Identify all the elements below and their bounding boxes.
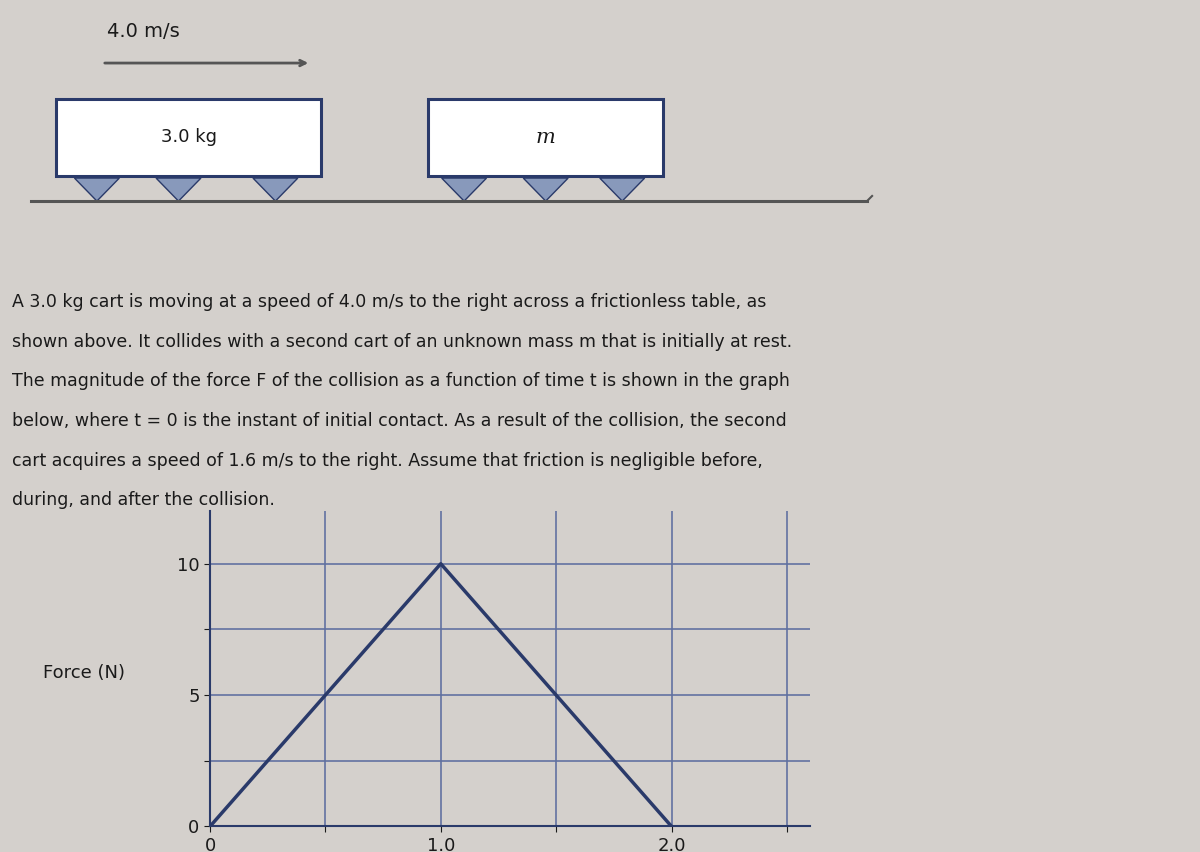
- Text: 4.0 m/s: 4.0 m/s: [107, 22, 180, 42]
- Bar: [56, 99, 322, 176]
- Text: 3.0 kg: 3.0 kg: [161, 128, 217, 147]
- Polygon shape: [156, 178, 200, 201]
- Text: Force (N): Force (N): [43, 664, 125, 682]
- Polygon shape: [600, 178, 644, 201]
- Text: The magnitude of the force F of the collision as a function of time t is shown i: The magnitude of the force F of the coll…: [12, 372, 790, 390]
- Text: cart acquires a speed of 1.6 m/s to the right. Assume that friction is negligibl: cart acquires a speed of 1.6 m/s to the …: [12, 452, 763, 469]
- Polygon shape: [442, 178, 486, 201]
- Text: shown above. It collides with a second cart of an unknown mass m that is initial: shown above. It collides with a second c…: [12, 333, 792, 351]
- Text: during, and after the collision.: during, and after the collision.: [12, 491, 275, 509]
- Polygon shape: [74, 178, 119, 201]
- Polygon shape: [253, 178, 298, 201]
- Polygon shape: [523, 178, 568, 201]
- Text: A 3.0 kg cart is moving at a speed of 4.0 m/s to the right across a frictionless: A 3.0 kg cart is moving at a speed of 4.…: [12, 293, 767, 311]
- Text: m: m: [536, 128, 556, 147]
- Bar: [428, 99, 662, 176]
- Text: below, where t = 0 is the instant of initial contact. As a result of the collisi: below, where t = 0 is the instant of ini…: [12, 412, 787, 430]
